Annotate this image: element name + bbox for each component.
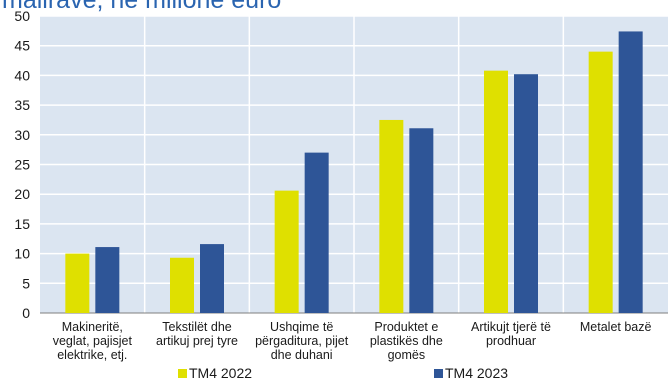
y-tick-label: 15 [14,216,30,232]
bar-tm4-2022 [484,70,508,313]
y-tick-label: 35 [14,97,30,113]
x-category-label: Artikujt tjerë të prodhuar [471,320,551,348]
y-tick-label: 40 [14,67,30,83]
bar-tm4-2022 [170,257,194,313]
bar-tm4-2022 [274,190,299,313]
bar-tm4-2022 [379,119,404,313]
x-axis: Makineritë, veglat, pajisjet elektrike, et… [53,320,652,362]
y-tick-label: 45 [14,38,30,54]
bar-tm4-2023 [618,31,643,313]
legend-label: TM4 2023 [445,365,508,381]
legend-swatch [178,369,187,378]
y-axis: 0 5 10 15 20 25 30 35 40 45 50 [14,8,30,321]
chart-title: mallrave, në milionë euro [2,0,281,14]
bar-tm4-2023 [514,74,538,313]
x-category-label: Tekstilët dhe artikuj prej tyre [156,320,238,348]
x-category-label: Makineritë, veglat, pajisjet elektrike, et… [53,320,133,362]
legend-label: TM4 2022 [189,365,252,381]
y-tick-label: 0 [22,305,30,321]
y-tick-label: 50 [14,8,30,24]
x-category-label: Produktet e plastikës dhe gomës [370,320,443,362]
bar-tm4-2022 [588,51,613,313]
y-tick-label: 30 [14,127,30,143]
y-tick-label: 5 [22,275,30,291]
bar-tm4-2023 [304,152,329,313]
y-tick-label: 20 [14,186,30,202]
legend-swatch [434,369,443,378]
legend: TM4 2022 TM4 2023 [178,365,508,381]
bar-tm4-2023 [200,244,224,313]
bars [65,31,643,313]
x-category-label: Metalet bazë [580,320,652,334]
plot-area [40,15,668,314]
bar-tm4-2022 [65,253,90,313]
bar-tm4-2023 [95,247,120,313]
bar-tm4-2023 [409,128,434,313]
x-category-label: Ushqime të përgaditura, pijet dhe duhani [255,320,349,362]
y-tick-label: 10 [14,246,30,262]
y-tick-label: 25 [14,157,30,173]
